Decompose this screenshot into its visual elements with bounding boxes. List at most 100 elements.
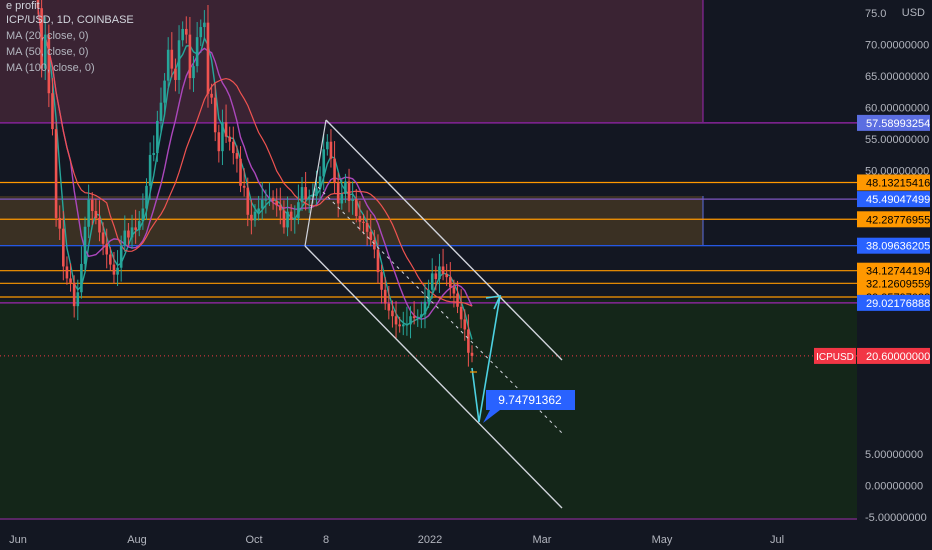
- ma50-legend[interactable]: MA (50, close, 0): [6, 46, 89, 58]
- projection-path: [471, 295, 501, 423]
- candle-body: [441, 266, 445, 275]
- y-tick-label: -5.00000000: [865, 512, 927, 524]
- candle-body: [246, 187, 250, 215]
- x-tick-label: Mar: [533, 534, 552, 546]
- candle-body: [195, 37, 199, 67]
- candle-body: [427, 289, 430, 302]
- target-bubble: [483, 390, 575, 423]
- candle-body: [271, 197, 275, 201]
- symbol-tag: [814, 347, 856, 364]
- channel-upper: [325, 119, 563, 361]
- candle-body: [318, 176, 322, 189]
- candle-body: [36, 0, 40, 9]
- candle-body: [456, 293, 459, 307]
- channel-lower: [304, 245, 563, 509]
- candle-body: [322, 149, 326, 177]
- channel-edge: [304, 119, 327, 247]
- candle-body: [293, 217, 297, 220]
- candle-body: [54, 129, 58, 218]
- candle-body: [109, 254, 112, 265]
- candle-body: [420, 314, 423, 317]
- candle-body: [268, 197, 271, 200]
- candle-body: [184, 28, 188, 35]
- y-tick-label: 0.00000000: [865, 481, 923, 493]
- candle-body: [224, 122, 228, 137]
- candle-body: [354, 199, 358, 217]
- target-label: 9.74791362: [498, 393, 562, 407]
- candle-body: [380, 272, 383, 290]
- channel-drawings: 9.74791362: [304, 119, 575, 509]
- candle-body: [351, 199, 354, 201]
- candle-body: [199, 27, 203, 38]
- candle-body: [141, 208, 145, 222]
- candle-body: [412, 316, 416, 319]
- candle-body: [119, 245, 123, 268]
- supply-zone: [0, 0, 703, 122]
- candle-body: [137, 221, 141, 230]
- currency-label: USD: [902, 7, 925, 19]
- candle-body: [134, 227, 137, 230]
- candle-body: [347, 181, 351, 201]
- projection-arrowhead: [485, 295, 502, 310]
- symbol-title[interactable]: ICP/USD, 1D, COINBASE: [6, 14, 134, 26]
- candle-body: [98, 217, 101, 233]
- candle-body: [127, 230, 130, 238]
- candle-body: [83, 226, 87, 264]
- candle-body: [289, 211, 293, 220]
- candle-body: [383, 289, 387, 304]
- candle-body: [449, 277, 452, 288]
- candle-body: [206, 22, 210, 94]
- candle-body: [130, 227, 134, 238]
- candle-body: [116, 267, 119, 275]
- candle-body: [65, 266, 69, 279]
- candle-body: [326, 141, 329, 150]
- ma50-line: [37, 8, 473, 320]
- price-level-label: 34.12744194: [866, 266, 930, 278]
- price-level-tag: [857, 174, 930, 191]
- candle-body: [307, 197, 311, 200]
- ma20-legend[interactable]: MA (20, close, 0): [6, 30, 89, 42]
- candle-body: [239, 158, 242, 186]
- target-callout: 9.74791362: [483, 390, 575, 423]
- x-tick-label: 8: [323, 534, 329, 546]
- symbol-tag-label: ICPUSD: [816, 352, 854, 363]
- y-tick-label: 55.00000000: [865, 134, 929, 146]
- price-level-label: 38.09636205: [866, 241, 930, 253]
- candle-body: [221, 122, 224, 152]
- candle-body: [401, 324, 405, 327]
- demand-zone: [0, 300, 857, 520]
- candle-body: [188, 34, 192, 79]
- price-level-label: 48.13215416: [866, 177, 930, 189]
- candle-body: [315, 188, 318, 196]
- candle-body: [463, 319, 467, 330]
- candle-body: [257, 208, 260, 212]
- chart-legend: e profit ICP/USD, 1D, COINBASE MA (20, c…: [6, 0, 134, 76]
- candle-body: [275, 200, 278, 206]
- price-level-tag: [857, 275, 930, 292]
- candle-body: [409, 316, 412, 325]
- candle-body: [72, 282, 76, 307]
- candle-body: [76, 292, 80, 307]
- ma100-legend[interactable]: MA (100, close, 0): [6, 62, 95, 74]
- overlay-text: e profit: [6, 0, 40, 12]
- candle-body: [358, 216, 362, 222]
- candle-body: [51, 93, 54, 130]
- candle-body: [297, 202, 300, 218]
- candle-body: [398, 324, 401, 327]
- candle-body: [228, 136, 231, 142]
- price-axis[interactable]: 75.0 70.00000000 65.00000000 60.00000000 55.…: [814, 0, 932, 550]
- price-level-tag: [857, 237, 930, 254]
- time-axis[interactable]: Jun Aug Oct 8 2022 Mar May Jul: [0, 528, 857, 550]
- mid-zone: [0, 196, 703, 245]
- price-level-tag: [857, 262, 930, 279]
- candle-body: [192, 66, 195, 79]
- candle-body: [394, 316, 398, 325]
- candle-body: [40, 8, 43, 69]
- x-tick-label: Aug: [127, 534, 147, 546]
- candle-body: [210, 93, 213, 98]
- candle-body: [434, 273, 438, 280]
- candle-body: [213, 97, 217, 133]
- candle-body: [405, 324, 409, 326]
- x-tick-label: May: [652, 534, 673, 546]
